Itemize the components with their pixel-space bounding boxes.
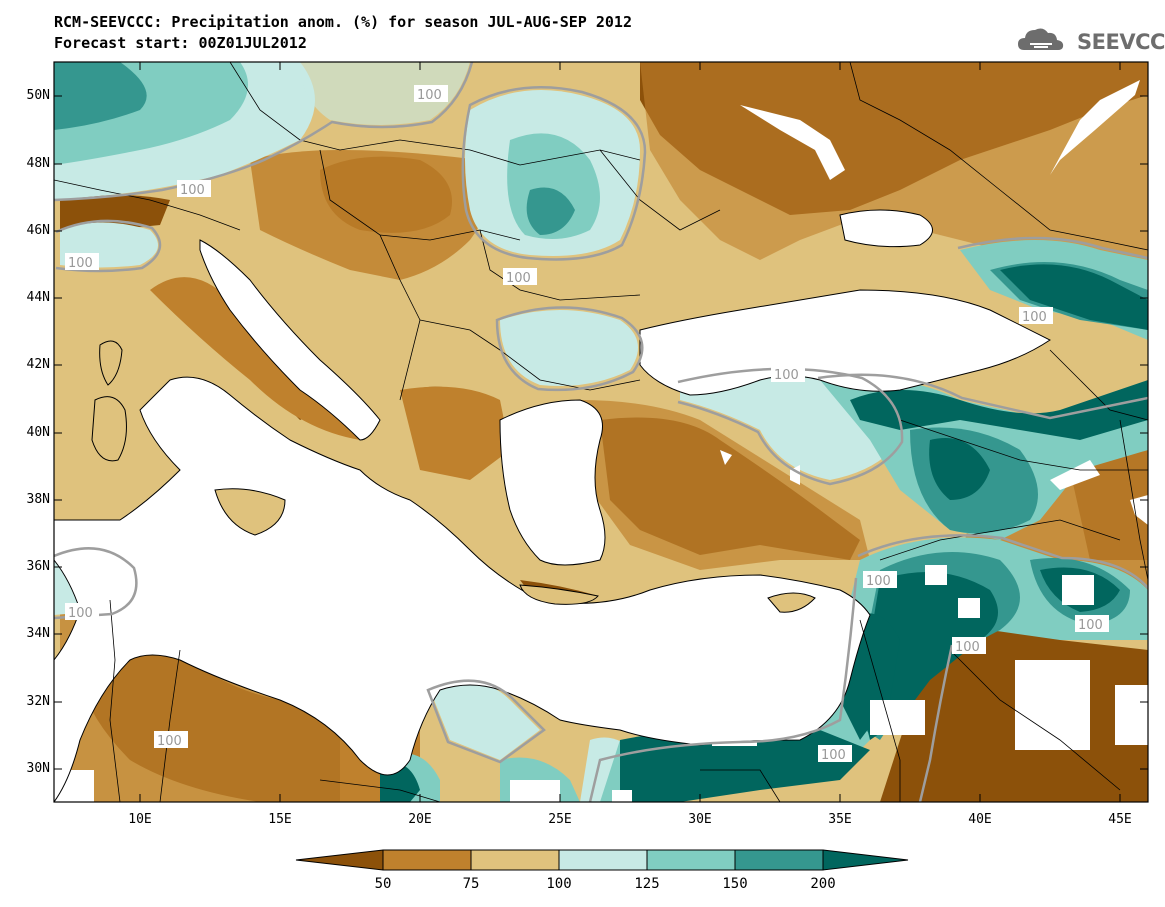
lon-label: 30E (688, 812, 712, 827)
lon-label: 35E (828, 812, 852, 827)
colorbar-segment (295, 849, 384, 871)
cyprus (767, 592, 816, 613)
colorbar-segment (470, 849, 560, 871)
aegean-sea (499, 399, 606, 566)
lon-label: 25E (548, 812, 572, 827)
contour-labels: 100 100 100 100 100 100 100 100 100 100 … (65, 85, 1109, 763)
colorbar-label: 125 (634, 876, 660, 892)
contour-label: 100 (821, 748, 846, 763)
contour-label: 100 (774, 368, 799, 383)
country-borders (54, 62, 1148, 802)
forecast-start-label: Forecast start: 00Z01JUL2012 (54, 34, 307, 52)
lat-label: 42N (26, 357, 50, 372)
contour-label: 100 (866, 574, 891, 589)
colorbar-segment (382, 849, 472, 871)
contour-label: 100 (1022, 310, 1047, 325)
contour-label: 100 (1078, 618, 1103, 633)
black-sea (639, 289, 1051, 396)
contour-label: 100 (417, 88, 442, 103)
seas (54, 209, 1051, 802)
sea-of-azov (839, 209, 933, 248)
map-title: RCM-SEEVCCC: Precipitation anom. (%) for… (54, 13, 632, 31)
lon-label: 20E (408, 812, 432, 827)
contour-label: 100 (68, 606, 93, 621)
lat-label: 46N (26, 223, 50, 238)
lat-label: 38N (26, 492, 50, 507)
crete (519, 584, 599, 605)
colorbar-segment (734, 849, 824, 871)
contour-label: 100 (180, 183, 205, 198)
colorbar-segment (558, 849, 648, 871)
islands (91, 340, 816, 613)
axis-ticks (54, 62, 1148, 802)
sardinia (91, 396, 127, 462)
lon-label: 10E (128, 812, 152, 827)
colorbar-label: 50 (374, 876, 392, 892)
colorbar-label: 200 (810, 876, 836, 892)
contour-label: 100 (157, 734, 182, 749)
lon-label: 45E (1108, 812, 1132, 827)
lat-label: 36N (26, 559, 50, 574)
lat-label: 30N (26, 761, 50, 776)
colorbar (295, 849, 909, 871)
sicily (214, 488, 286, 536)
cloud-icon (1018, 28, 1064, 50)
seevccc-logo-text: SEEVCCC (1077, 30, 1165, 54)
colorbar-label: 75 (462, 876, 480, 892)
lat-label: 32N (26, 694, 50, 709)
contour-label: 100 (506, 271, 531, 286)
contour-100 (54, 62, 1148, 802)
lon-label: 15E (268, 812, 292, 827)
colorbar-label: 150 (722, 876, 748, 892)
colorbar-segment (822, 849, 909, 871)
contour-label: 100 (68, 256, 93, 271)
corsica (99, 340, 123, 386)
map-frame (53, 61, 1149, 803)
lat-label: 34N (26, 626, 50, 641)
adriatic-sea (199, 239, 381, 441)
colorbar-label: 100 (546, 876, 572, 892)
colorbar-segment (646, 849, 736, 871)
lat-label: 48N (26, 156, 50, 171)
contour-label: 100 (955, 640, 980, 655)
lat-label: 44N (26, 290, 50, 305)
mediterranean-sea (54, 376, 871, 802)
lat-label: 50N (26, 88, 50, 103)
lat-label: 40N (26, 425, 50, 440)
lon-label: 40E (968, 812, 992, 827)
